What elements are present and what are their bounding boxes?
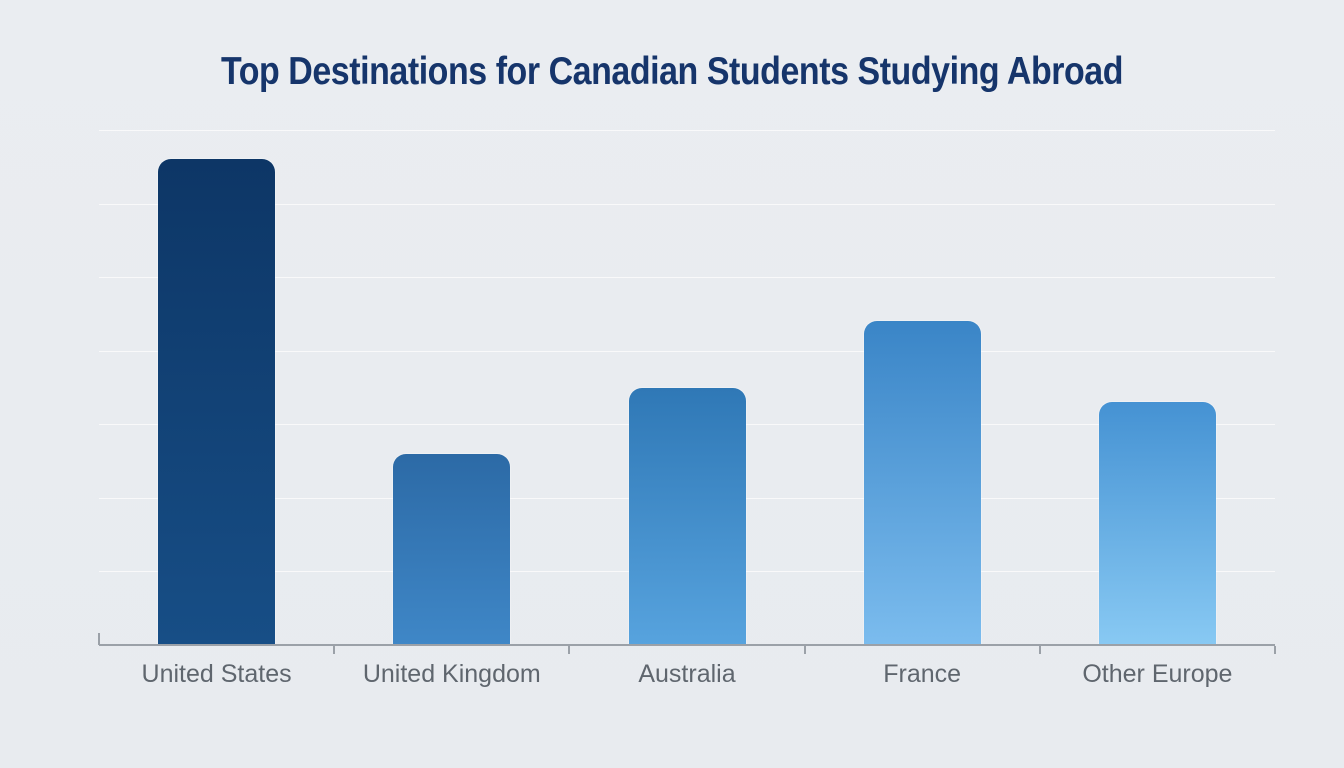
bar-united-kingdom xyxy=(393,453,511,645)
x-axis-tick xyxy=(333,646,336,654)
x-label-united-kingdom: United Kingdom xyxy=(362,660,541,688)
gridline xyxy=(99,130,1275,131)
x-label-other-europe: Other Europe xyxy=(1082,660,1233,688)
x-label-united-states: United States xyxy=(141,660,292,688)
x-label-france: France xyxy=(883,660,962,688)
x-axis-tick xyxy=(1274,646,1276,654)
x-axis-tick xyxy=(98,633,100,645)
gridline xyxy=(99,350,1275,352)
chart-title: Top Destinations for Canadian Students S… xyxy=(220,50,1124,93)
bar-other-europe xyxy=(1098,402,1216,645)
x-axis-line xyxy=(99,644,1275,646)
bar-france xyxy=(863,321,981,645)
gridline xyxy=(99,277,1275,279)
bar-australia xyxy=(628,387,746,645)
gridline xyxy=(99,203,1275,205)
x-label-australia: Australia xyxy=(638,660,736,688)
x-axis-tick xyxy=(1038,646,1041,654)
bar-united-states xyxy=(158,159,276,645)
x-axis-tick xyxy=(568,646,571,654)
x-axis-tick xyxy=(803,646,806,654)
